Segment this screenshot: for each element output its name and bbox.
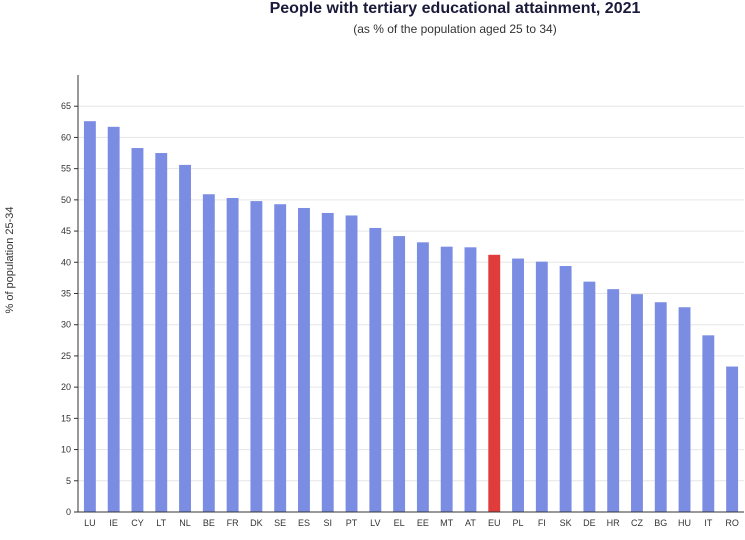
chart-subtitle: (as % of the population aged 25 to 34) <box>353 22 557 36</box>
bar-ie <box>107 126 120 513</box>
bar-mt <box>440 246 453 512</box>
y-tick-label: 60 <box>61 132 71 142</box>
bar-lv <box>369 227 382 512</box>
bar-eu <box>488 254 501 512</box>
axes: 0 5 10 15 20 25 30 35 40 45 50 55 60 65 LU IE CY LT NL BE FR… <box>61 75 744 528</box>
x-tick-label: HR <box>607 518 620 528</box>
bar-at <box>464 247 477 512</box>
x-tick-label: EL <box>394 518 405 528</box>
y-tick-label: 35 <box>61 289 71 299</box>
y-tick-label: 55 <box>61 164 71 174</box>
y-tick-label: 25 <box>61 351 71 361</box>
bar-hr <box>607 289 620 512</box>
x-tick-label: PL <box>513 518 524 528</box>
y-tick-label: 30 <box>61 320 71 330</box>
bar-de <box>583 281 596 512</box>
x-tick-label: IE <box>109 518 118 528</box>
bar-se <box>274 204 287 512</box>
x-tick-label: EE <box>417 518 429 528</box>
y-tick-label: 50 <box>61 195 71 205</box>
bar-nl <box>179 164 191 512</box>
x-tick-label: MT <box>440 518 453 528</box>
bar-pt <box>345 215 358 512</box>
y-tick-label: 40 <box>61 257 71 267</box>
x-tick-label: BG <box>654 518 667 528</box>
bar-cz <box>631 294 643 512</box>
x-tick-label: LU <box>84 518 96 528</box>
bar-bg <box>654 302 667 512</box>
x-tick-label: CZ <box>631 518 643 528</box>
x-tick-label: ES <box>298 518 310 528</box>
x-tick-label: SK <box>560 518 572 528</box>
bar-pl <box>512 258 524 512</box>
bar-fr <box>226 197 239 512</box>
y-tick-label: 20 <box>61 382 71 392</box>
bar-el <box>393 236 406 512</box>
x-tick-label: AT <box>465 518 476 528</box>
x-tick-label: RO <box>725 518 739 528</box>
bar-sk <box>559 266 572 512</box>
bar-fi <box>535 261 548 512</box>
x-tick-label: PT <box>346 518 358 528</box>
bar-si <box>321 212 334 512</box>
x-tick-label: FR <box>227 518 239 528</box>
x-tick-label: IT <box>704 518 713 528</box>
chart-title: People with tertiary educational attainm… <box>269 0 641 17</box>
bar-es <box>298 207 310 513</box>
y-tick-label: 65 <box>61 101 71 111</box>
bar-lu <box>83 121 96 512</box>
x-tick-label: HU <box>678 518 691 528</box>
x-tick-label: LT <box>156 518 166 528</box>
bar-ro <box>726 366 739 512</box>
bar-be <box>202 194 215 512</box>
y-tick-label: 45 <box>61 226 71 236</box>
x-tick-label: BE <box>203 518 215 528</box>
x-tick-label: NL <box>179 518 191 528</box>
bar-hu <box>678 307 691 512</box>
x-tick-label: SE <box>274 518 286 528</box>
bars <box>83 121 739 513</box>
bar-it <box>702 335 715 512</box>
y-tick-label: 5 <box>66 476 71 486</box>
bar-cy <box>131 148 144 512</box>
x-tick-label: EU <box>488 518 501 528</box>
y-tick-label: 10 <box>61 445 71 455</box>
x-tick-label: DK <box>250 518 263 528</box>
y-axis-label: % of population 25-34 <box>4 206 16 313</box>
bar-dk <box>250 201 263 512</box>
y-tick-label: 0 <box>66 507 71 517</box>
x-tick-label: FI <box>538 518 546 528</box>
x-tick-label: SI <box>323 518 332 528</box>
bar-lt <box>155 153 168 513</box>
x-tick-label: DE <box>583 518 596 528</box>
x-tick-label: LV <box>370 518 380 528</box>
bar-ee <box>416 242 429 512</box>
x-tick-label: CY <box>131 518 144 528</box>
gridlines <box>78 105 744 482</box>
y-tick-label: 15 <box>61 413 71 423</box>
